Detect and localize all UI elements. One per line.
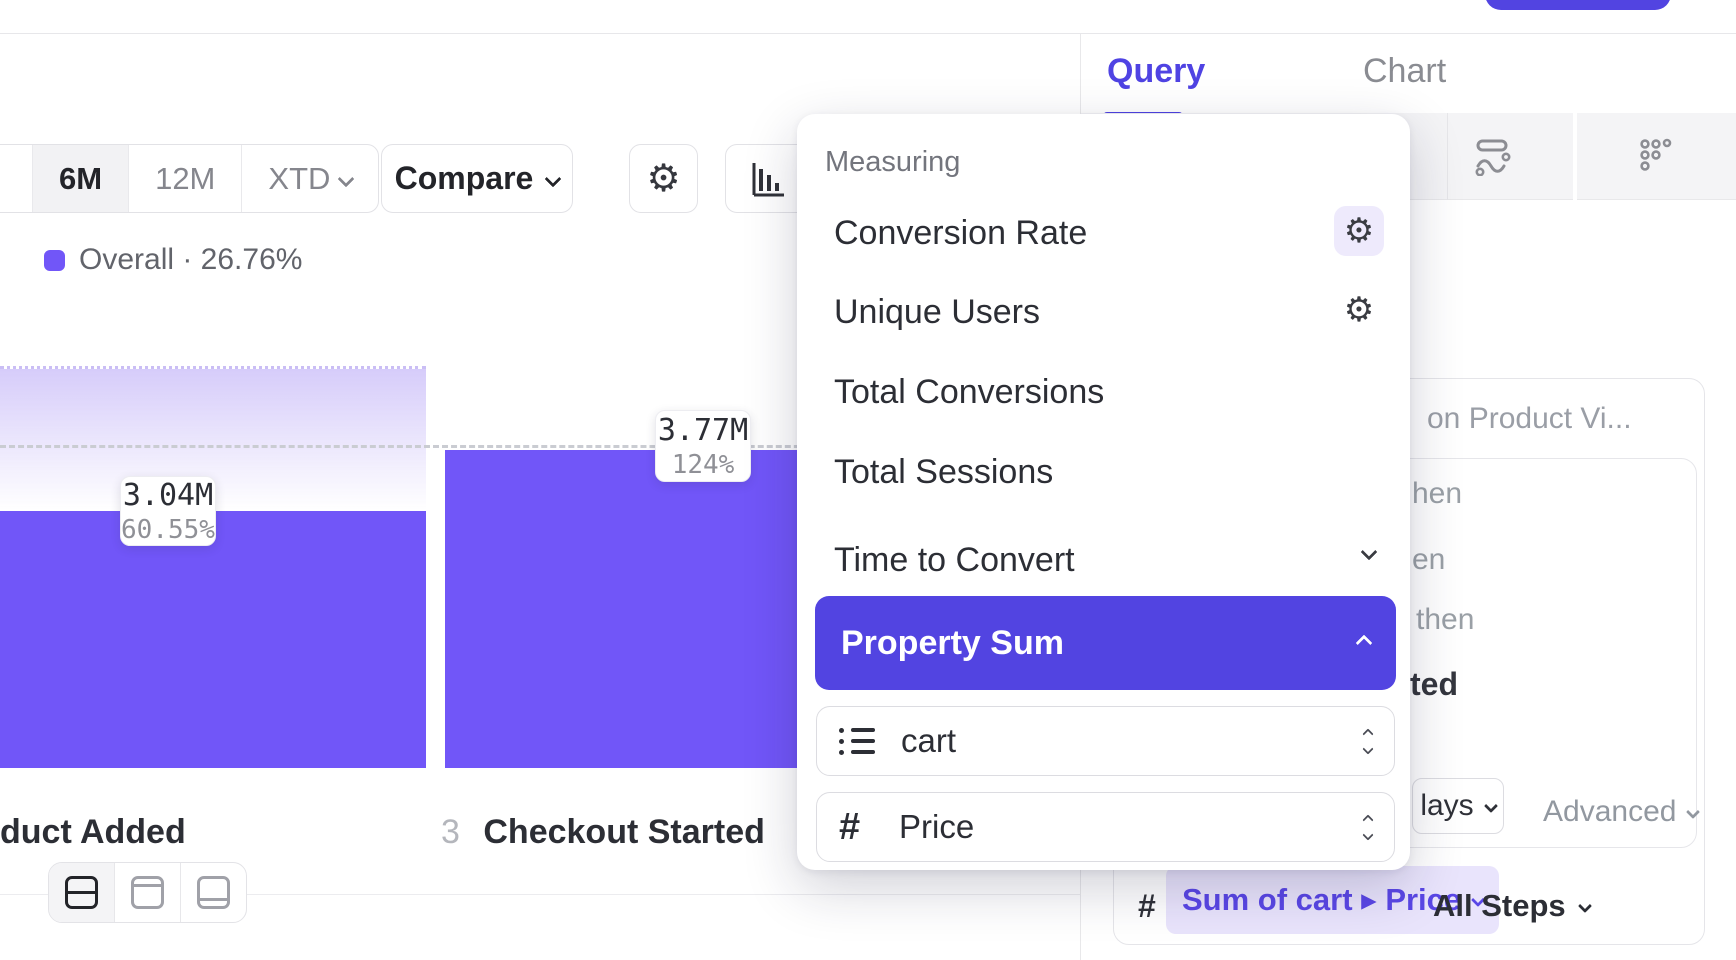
step-row-fragment: hen: [1412, 477, 1463, 510]
hash-icon: #: [839, 805, 861, 848]
chevron-down-icon: [1483, 798, 1498, 814]
step-value: 3.77M: [657, 412, 749, 448]
strip-divider: [1573, 113, 1577, 200]
advanced-button[interactable]: Advanced: [1543, 795, 1701, 829]
more-views-button[interactable]: [1637, 136, 1677, 181]
select-updown-icon: [1362, 727, 1374, 755]
step-number: 3: [441, 813, 460, 851]
step-conversion: 124%: [671, 449, 735, 480]
query-title-fragment: on Product Vi...: [1427, 402, 1632, 435]
date-range-segmented-control: M 6M 12M XTD: [0, 144, 380, 213]
step-row-fragment: then: [1416, 603, 1475, 636]
gear-icon: ⚙: [1343, 212, 1375, 250]
step-label-checkout-started: 3 Checkout Started: [441, 813, 765, 852]
menu-item-total-sessions[interactable]: Total Sessions: [834, 453, 1054, 491]
chevron-up-icon: [1355, 634, 1373, 652]
gear-icon: ⚙: [1343, 291, 1375, 329]
value-label-product-added: 3.04M 60.55%: [120, 476, 216, 546]
step-value: 3.04M: [122, 477, 214, 513]
gear-icon: ⚙: [646, 158, 681, 200]
primary-action-button[interactable]: [1485, 0, 1671, 10]
list-property-icon: [839, 728, 875, 755]
rows-layout-icon: [65, 876, 98, 909]
funnel-flow-button[interactable]: [1473, 136, 1513, 181]
strip-divider: [1447, 113, 1448, 200]
sum-of-cart-price-chip[interactable]: Sum of cart ▸ Price: [1166, 866, 1500, 934]
range-m-button[interactable]: M: [0, 145, 33, 212]
menu-item-time-to-convert[interactable]: Time to Convert: [834, 541, 1075, 579]
menu-item-total-conversions[interactable]: Total Conversions: [834, 373, 1105, 411]
chevron-down-icon: [1360, 543, 1378, 561]
range-xtd-button[interactable]: XTD: [242, 145, 378, 212]
step-row-fragment: en: [1412, 543, 1446, 576]
chevron-down-icon: [544, 170, 562, 187]
menu-item-conversion-rate[interactable]: Conversion Rate: [834, 214, 1088, 252]
funnel-flow-icon: [1475, 139, 1511, 177]
layout-header-button[interactable]: [115, 863, 181, 922]
menu-item-property-sum-selected[interactable]: Property Sum: [815, 596, 1396, 690]
compare-label: Compare: [394, 160, 534, 196]
layout-toggle-group: [48, 862, 247, 923]
tab-chart[interactable]: Chart: [1363, 52, 1447, 90]
days-label: lays: [1420, 789, 1474, 822]
chip-label: Sum of cart ▸ Price: [1182, 882, 1462, 917]
step-label-product-added: duct Added: [0, 813, 186, 852]
conversion-window-button[interactable]: lays: [1412, 778, 1504, 834]
unique-users-settings-button[interactable]: ⚙: [1334, 285, 1384, 335]
compare-button[interactable]: Compare: [381, 144, 573, 213]
funnel-bar-product-added[interactable]: [0, 511, 426, 768]
property-name-select[interactable]: # Price: [816, 792, 1395, 862]
step-row-fragment-bold: ted: [1410, 666, 1458, 702]
property-name-value: Price: [899, 808, 975, 845]
all-steps-dropdown[interactable]: All Steps: [1433, 888, 1592, 924]
conversion-rate-settings-button[interactable]: ⚙: [1334, 206, 1384, 256]
menu-item-unique-users[interactable]: Unique Users: [834, 293, 1040, 331]
chevron-down-icon: [1577, 898, 1592, 914]
step-name: duct Added: [0, 813, 186, 851]
range-12m-button[interactable]: 12M: [129, 145, 243, 212]
numeric-property-type-icon: #: [1138, 888, 1156, 924]
property-group-value: cart: [901, 722, 957, 759]
layout-footer-button[interactable]: [181, 863, 246, 922]
measuring-dropdown: Measuring Conversion Rate ⚙ Unique Users…: [797, 114, 1410, 870]
all-steps-label: All Steps: [1433, 888, 1566, 923]
property-group-select[interactable]: cart: [816, 706, 1395, 776]
legend-row: Overall · 26.76%: [44, 243, 302, 277]
chart-settings-button[interactable]: ⚙: [629, 144, 698, 213]
reference-dashed-line: [0, 445, 872, 448]
main-bottom-divider: [0, 894, 1080, 895]
chevron-down-icon: [1686, 804, 1701, 820]
range-6m-button[interactable]: 6M: [33, 145, 130, 212]
measuring-title: Measuring: [825, 146, 961, 178]
step-conversion: 60.55%: [121, 514, 215, 545]
select-updown-icon: [1362, 813, 1374, 841]
tab-query[interactable]: Query: [1107, 52, 1206, 90]
bar-chart-icon: [752, 162, 784, 196]
footer-layout-icon: [197, 876, 230, 909]
chevron-down-icon: [337, 170, 355, 187]
dots-grid-icon: [1640, 138, 1672, 171]
chart-type-button[interactable]: [725, 144, 811, 213]
property-sum-label: Property Sum: [841, 623, 1064, 662]
legend-swatch: [44, 249, 65, 271]
range-xtd-label: XTD: [268, 160, 331, 196]
value-label-checkout-started: 3.77M 124%: [655, 410, 751, 482]
step-name: Checkout Started: [483, 813, 765, 851]
legend-label: Overall · 26.76%: [79, 243, 303, 276]
advanced-label: Advanced: [1543, 795, 1677, 828]
topbar-divider: [0, 33, 1736, 34]
layout-split-rows-button[interactable]: [49, 863, 115, 922]
header-layout-icon: [131, 876, 164, 909]
